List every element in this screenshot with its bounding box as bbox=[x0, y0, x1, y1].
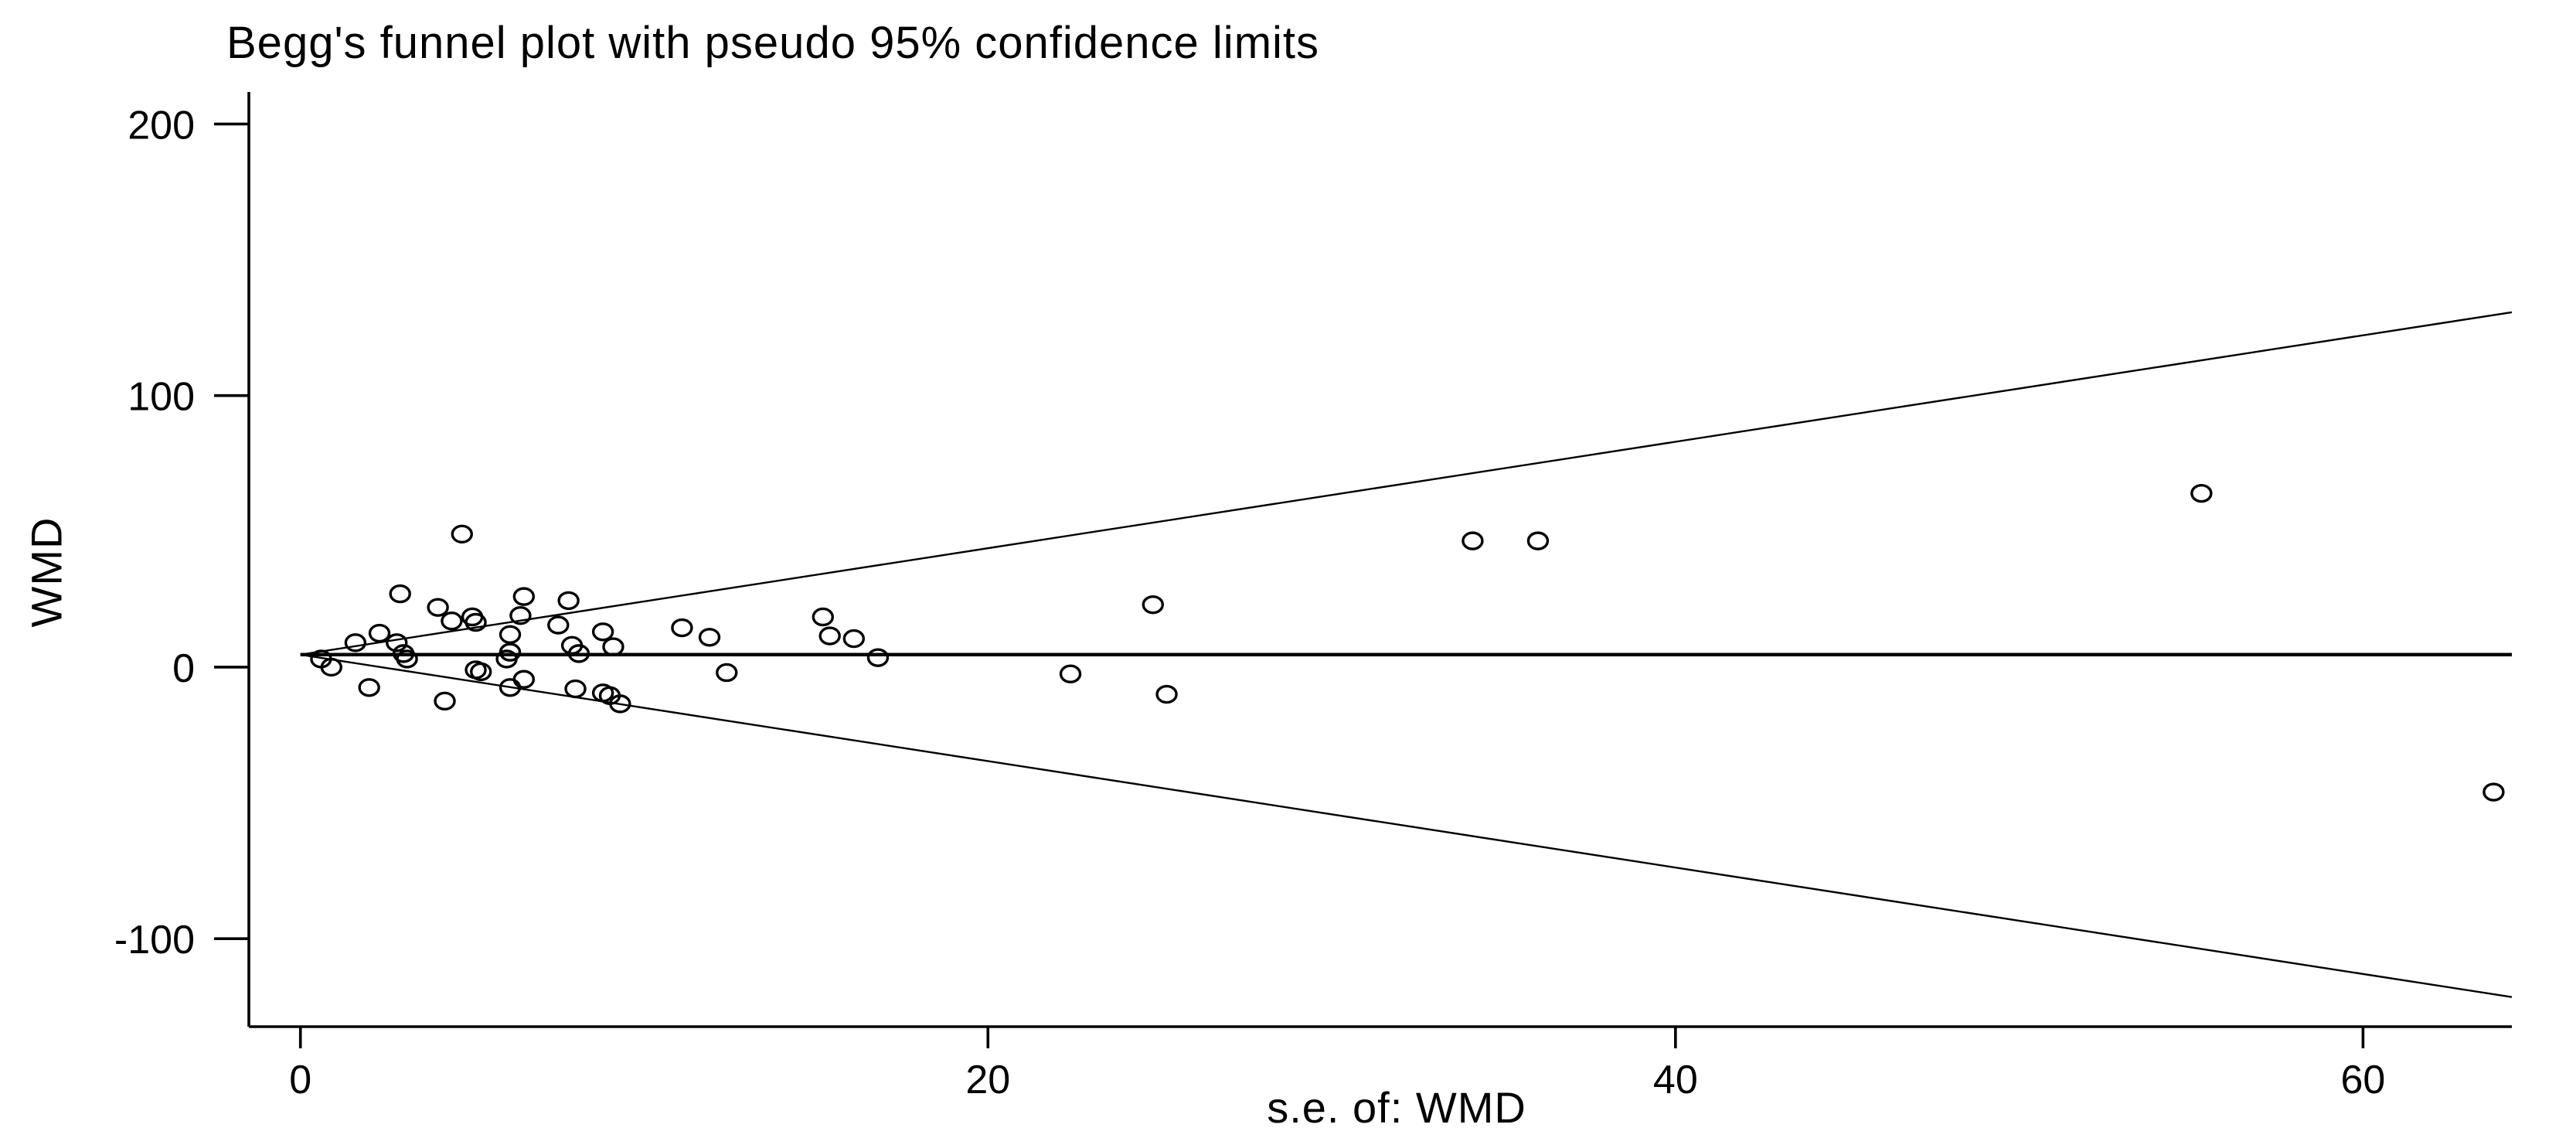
data-point bbox=[564, 679, 587, 699]
data-point bbox=[434, 691, 456, 711]
y-tick-label: -100 bbox=[114, 918, 195, 963]
data-point bbox=[499, 625, 522, 644]
data-point bbox=[499, 642, 522, 662]
y-tick-label: 100 bbox=[128, 375, 195, 420]
data-point bbox=[320, 657, 342, 677]
data-point bbox=[396, 649, 418, 669]
chart-title: Begg's funnel plot with pseudo 95% confi… bbox=[226, 18, 1320, 68]
upper-ci-limit-line bbox=[300, 311, 2513, 656]
lower-ci-limit-line bbox=[300, 653, 2513, 998]
data-point bbox=[344, 633, 367, 652]
data-point bbox=[464, 612, 487, 632]
data-point bbox=[812, 607, 834, 627]
data-point bbox=[470, 662, 492, 682]
data-point bbox=[368, 623, 391, 643]
data-point bbox=[1155, 684, 1178, 704]
data-point bbox=[427, 598, 449, 617]
data-point bbox=[818, 626, 841, 646]
y-axis-title: WMD bbox=[22, 516, 71, 628]
data-point bbox=[1526, 531, 1550, 550]
data-point bbox=[567, 644, 590, 663]
y-tick-label: 0 bbox=[172, 646, 195, 691]
data-point bbox=[547, 615, 570, 635]
data-point bbox=[609, 694, 631, 714]
data-point bbox=[716, 663, 738, 683]
data-point bbox=[1059, 664, 1082, 683]
data-point bbox=[386, 633, 408, 652]
data-point bbox=[842, 629, 866, 649]
y-tick-label: 200 bbox=[128, 103, 195, 148]
data-point bbox=[389, 584, 411, 604]
data-point bbox=[698, 628, 721, 647]
data-point bbox=[1462, 531, 1484, 550]
data-point bbox=[512, 587, 536, 606]
data-point bbox=[441, 612, 463, 631]
x-tick-label: 60 bbox=[2340, 1058, 2385, 1102]
data-point bbox=[591, 622, 614, 642]
data-point bbox=[1142, 595, 1164, 615]
data-point bbox=[2190, 483, 2213, 503]
data-point bbox=[512, 670, 536, 689]
data-point bbox=[557, 591, 580, 611]
data-point bbox=[358, 678, 380, 697]
data-point bbox=[866, 648, 890, 667]
x-axis-title: s.e. of: WMD bbox=[1267, 1083, 1526, 1132]
x-tick-label: 0 bbox=[289, 1058, 311, 1102]
data-point bbox=[2482, 782, 2505, 802]
data-point bbox=[671, 618, 693, 638]
data-point bbox=[509, 606, 532, 625]
x-tick-label: 40 bbox=[1653, 1058, 1698, 1102]
x-tick-label: 20 bbox=[965, 1058, 1010, 1102]
data-point bbox=[451, 524, 473, 544]
data-point bbox=[602, 637, 624, 656]
